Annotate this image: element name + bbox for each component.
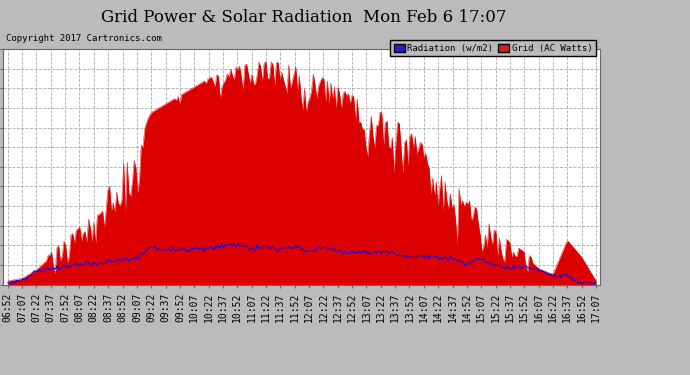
Legend: Radiation (w/m2), Grid (AC Watts): Radiation (w/m2), Grid (AC Watts) [391,40,595,57]
Text: Copyright 2017 Cartronics.com: Copyright 2017 Cartronics.com [6,34,162,43]
Text: Grid Power & Solar Radiation  Mon Feb 6 17:07: Grid Power & Solar Radiation Mon Feb 6 1… [101,9,506,26]
